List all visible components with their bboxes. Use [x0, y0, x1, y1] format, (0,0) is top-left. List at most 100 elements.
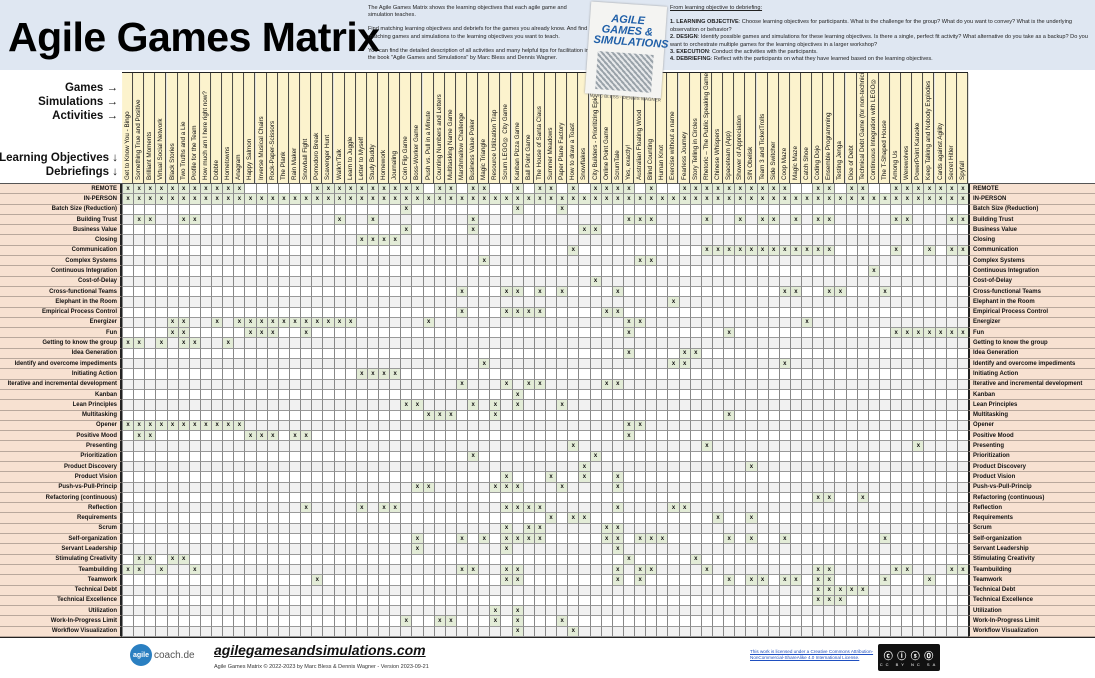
- matrix-cell: [834, 235, 846, 246]
- matrix-cell: [211, 451, 223, 462]
- license-link[interactable]: This work is licensed under a Creative C…: [750, 649, 874, 660]
- matrix-cell: [133, 297, 145, 308]
- matrix-cell-marked: x: [912, 328, 924, 339]
- game-column-header: Homework: [378, 73, 390, 183]
- matrix-cell: [567, 348, 579, 360]
- matrix-cell: [133, 369, 145, 380]
- matrix-cell: [589, 523, 601, 535]
- matrix-cell: [133, 544, 145, 555]
- matrix-cell: [144, 503, 156, 514]
- matrix-cell: [344, 297, 356, 308]
- matrix-cell: [867, 204, 879, 215]
- matrix-cell: [522, 256, 534, 267]
- matrix-cell: [867, 523, 879, 535]
- matrix-cell: [300, 256, 312, 267]
- matrix-cell: [789, 451, 802, 462]
- matrix-cell: [567, 585, 579, 596]
- matrix-cell: [177, 564, 189, 576]
- matrix-cell: [878, 606, 891, 617]
- matrix-cell: [378, 348, 390, 360]
- matrix-cell: [689, 431, 701, 442]
- matrix-cell: [901, 266, 913, 277]
- matrix-cell: [856, 616, 868, 627]
- matrix-cell: [912, 503, 924, 514]
- matrix-cell: [222, 245, 234, 257]
- game-column-header: Journaling: [389, 73, 401, 183]
- matrix-cell: [233, 431, 245, 442]
- matrix-cell: [556, 585, 568, 596]
- matrix-cell: [856, 359, 868, 370]
- matrix-cell: [355, 359, 367, 370]
- matrix-cell: [322, 204, 334, 215]
- matrix-cell: [823, 400, 835, 411]
- matrix-cell: [723, 235, 735, 246]
- matrix-cell: [378, 410, 390, 421]
- matrix-cell: [522, 575, 534, 586]
- matrix-cell: [511, 338, 523, 349]
- matrix-cell-marked: x: [689, 348, 701, 360]
- matrix-cell: [745, 523, 757, 535]
- matrix-cell: [211, 286, 223, 298]
- matrix-cell: [233, 544, 245, 555]
- matrix-cell: [222, 492, 234, 504]
- matrix-cell: [366, 616, 379, 627]
- matrix-cell: [689, 616, 701, 627]
- matrix-cell: [355, 431, 367, 442]
- matrix-cell: [845, 544, 857, 555]
- matrix-cell: [867, 286, 879, 298]
- matrix-cell: [778, 400, 790, 411]
- matrix-cell: [433, 317, 445, 329]
- matrix-cell: [767, 575, 779, 586]
- matrix-cell: [400, 482, 412, 493]
- matrix-cell: [611, 513, 623, 524]
- matrix-cell: [467, 317, 479, 329]
- matrix-cell: [801, 534, 813, 545]
- matrix-cell: [734, 564, 746, 576]
- matrix-cell: [366, 534, 379, 545]
- matrix-cell-marked: x: [622, 431, 635, 442]
- matrix-cell: [266, 245, 278, 257]
- matrix-cell: [834, 266, 846, 277]
- matrix-cell: [812, 441, 824, 452]
- matrix-cell: [656, 461, 668, 473]
- matrix-cell: [211, 348, 223, 360]
- matrix-cell-marked: x: [211, 194, 223, 205]
- matrix-cell: [589, 503, 601, 514]
- matrix-cell-marked: x: [378, 235, 390, 246]
- matrix-cell: [155, 369, 167, 380]
- matrix-cell: [545, 544, 557, 555]
- matrix-cell: [634, 204, 646, 215]
- website-link[interactable]: agilegamesandsimulations.com: [214, 642, 426, 658]
- matrix-cell-marked: x: [411, 184, 423, 195]
- matrix-cell: [578, 369, 590, 380]
- matrix-cell: [511, 317, 523, 329]
- matrix-cell: [801, 441, 813, 452]
- matrix-cell: [856, 400, 868, 411]
- matrix-cell: [823, 328, 835, 339]
- matrix-cell: [734, 389, 746, 401]
- matrix-cell-marked: x: [255, 431, 267, 442]
- matrix-cell-marked: x: [155, 194, 167, 205]
- matrix-cell: [199, 626, 212, 637]
- matrix-cell: [255, 225, 267, 236]
- matrix-cell: [667, 564, 679, 576]
- matrix-cell: [177, 451, 189, 462]
- matrix-cell: [133, 482, 145, 493]
- matrix-cell: [867, 554, 879, 565]
- matrix-cell-marked: x: [511, 307, 523, 318]
- matrix-cell: [878, 348, 891, 360]
- agilecoach-logo[interactable]: agile coach.de: [130, 644, 195, 666]
- cc-license-badge[interactable]: ⓒ ⓘ ⓢ ⓪ CC BY NC SA: [878, 644, 940, 671]
- matrix-cell-marked: x: [745, 184, 757, 195]
- matrix-cell: [467, 461, 479, 473]
- matrix-cell: [133, 379, 145, 390]
- matrix-cell: [745, 389, 757, 401]
- matrix-cell: [467, 307, 479, 318]
- matrix-cell: [567, 534, 579, 545]
- matrix-cell: [801, 523, 813, 535]
- matrix-cell-marked: x: [645, 194, 657, 205]
- matrix-cell: [411, 503, 423, 514]
- matrix-cell: [867, 472, 879, 483]
- matrix-cell: [511, 544, 523, 555]
- matrix-cell: [901, 389, 913, 401]
